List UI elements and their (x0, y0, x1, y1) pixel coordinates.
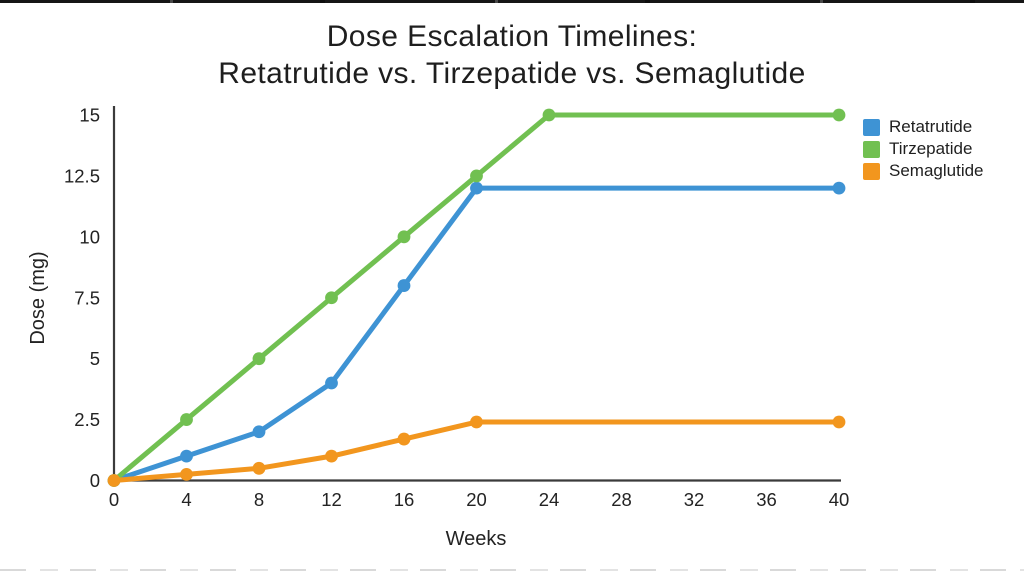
legend-item-semaglutide: Semaglutide (863, 160, 984, 182)
x-tick-label: 16 (394, 489, 415, 510)
y-axis-title: Dose (mg) (27, 251, 49, 344)
series-line-semaglutide (111, 419, 842, 483)
marker-tirzepatide (542, 108, 556, 122)
legend: Retatrutide Tirzepatide Semaglutide (863, 116, 984, 182)
x-tick-label: 0 (109, 489, 119, 510)
marker-tirzepatide (470, 169, 483, 183)
x-tick-label: 40 (829, 489, 850, 510)
marker-retatrutide (325, 376, 338, 390)
x-tick-label: 28 (611, 489, 632, 510)
x-tick-label: 24 (539, 489, 560, 510)
marker-semaglutide (252, 461, 266, 475)
x-tick-label: 8 (254, 489, 264, 510)
legend-swatch-retatrutide (863, 118, 880, 136)
x-tick-label: 32 (684, 489, 705, 510)
series-line-tirzepatide (111, 112, 842, 483)
x-axis-title: Weeks (446, 528, 507, 550)
marker-semaglutide (832, 415, 846, 429)
y-tick-label: 5 (90, 348, 100, 369)
marker-semaglutide (180, 468, 193, 481)
chart-title-line-2: Retatrutide vs. Tirzepatide vs. Semaglut… (218, 57, 806, 90)
marker-retatrutide (252, 425, 266, 439)
torn-top-border (0, 0, 1024, 3)
series-line-retatrutide (111, 185, 842, 483)
legend-swatch-semaglutide (863, 162, 880, 180)
legend-label-semaglutide: Semaglutide (889, 161, 984, 180)
legend-item-retatrutide: Retatrutide (863, 116, 984, 138)
marker-semaglutide (397, 432, 411, 446)
x-tick-label: 4 (181, 489, 191, 510)
marker-tirzepatide (832, 108, 846, 122)
marker-semaglutide (325, 449, 338, 463)
y-tick-label: 10 (79, 226, 100, 247)
legend-swatch-tirzepatide (863, 140, 880, 158)
marker-semaglutide (470, 415, 483, 429)
torn-bottom-border (0, 569, 1024, 571)
marker-semaglutide (107, 474, 121, 487)
x-tick-label: 36 (756, 489, 777, 510)
y-tick-label: 2.5 (74, 409, 100, 430)
y-tick-label: 12.5 (64, 165, 100, 186)
marker-tirzepatide (397, 230, 411, 244)
marker-retatrutide (180, 449, 193, 463)
y-tick-label: 7.5 (74, 287, 100, 308)
marker-retatrutide (832, 181, 846, 195)
marker-retatrutide (397, 279, 411, 292)
legend-item-tirzepatide: Tirzepatide (863, 138, 984, 160)
x-tick-label: 12 (321, 489, 342, 510)
marker-tirzepatide (180, 413, 193, 426)
y-tick-label: 15 (79, 105, 100, 126)
y-tick-label: 0 (90, 470, 100, 491)
x-tick-label: 20 (466, 489, 487, 510)
marker-tirzepatide (325, 291, 338, 305)
legend-label-retatrutide: Retatrutide (889, 117, 973, 136)
legend-label-tirzepatide: Tirzepatide (889, 139, 973, 158)
chart-title: Dose Escalation Timelines: Retatrutide v… (0, 18, 1024, 92)
chart-title-line-1: Dose Escalation Timelines: (326, 20, 698, 53)
marker-tirzepatide (252, 352, 266, 366)
marker-retatrutide (470, 181, 483, 195)
